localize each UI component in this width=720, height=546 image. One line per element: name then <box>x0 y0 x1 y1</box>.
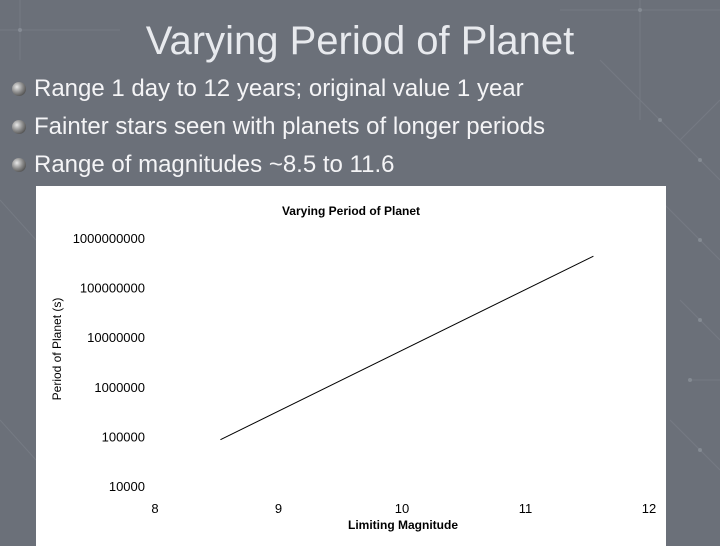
bullet-icon <box>12 82 26 96</box>
series-line <box>220 255 594 441</box>
bullet-item: Range 1 day to 12 years; original value … <box>12 70 545 108</box>
bullet-text: Range 1 day to 12 years; original value … <box>34 75 524 102</box>
chart-title: Varying Period of Planet <box>282 204 420 218</box>
series-group <box>220 255 594 441</box>
x-axis-label: Limiting Magnitude <box>348 518 458 532</box>
slide-title: Varying Period of Planet <box>145 19 575 63</box>
y-axis-label: Period of Planet (s) <box>50 298 64 401</box>
y-tick-label: 1000000 <box>94 380 145 395</box>
chart-panel: Varying Period of Planet Period of Plane… <box>36 186 666 546</box>
y-tick-label: 10000000 <box>87 330 145 345</box>
bullet-icon <box>12 158 26 172</box>
x-tick-label: 12 <box>642 501 656 516</box>
x-tick-label: 8 <box>151 501 158 516</box>
bullet-item: Range of magnitudes ~8.5 to 11.6 <box>12 146 545 184</box>
y-tick-label: 100000 <box>102 429 145 444</box>
x-tick-label: 11 <box>519 501 533 516</box>
period-chart: Varying Period of Planet Period of Plane… <box>50 204 656 532</box>
x-tick-labels: 8 9 10 11 12 <box>151 501 656 516</box>
bullet-item: Fainter stars seen with planets of longe… <box>12 108 545 146</box>
bullet-icon <box>12 120 26 134</box>
y-tick-label: 100000000 <box>80 281 145 296</box>
y-tick-labels: 1000000000 100000000 10000000 1000000 100000… <box>73 231 145 494</box>
x-tick-label: 9 <box>275 501 282 516</box>
bullet-list: Range 1 day to 12 years; original value … <box>12 70 545 184</box>
bullet-text: Range of magnitudes ~8.5 to 11.6 <box>34 151 395 178</box>
x-tick-label: 10 <box>395 501 409 516</box>
bullet-text: Fainter stars seen with planets of longe… <box>34 113 545 140</box>
y-tick-label: 1000000000 <box>73 231 145 246</box>
y-tick-label: 10000 <box>109 479 145 494</box>
